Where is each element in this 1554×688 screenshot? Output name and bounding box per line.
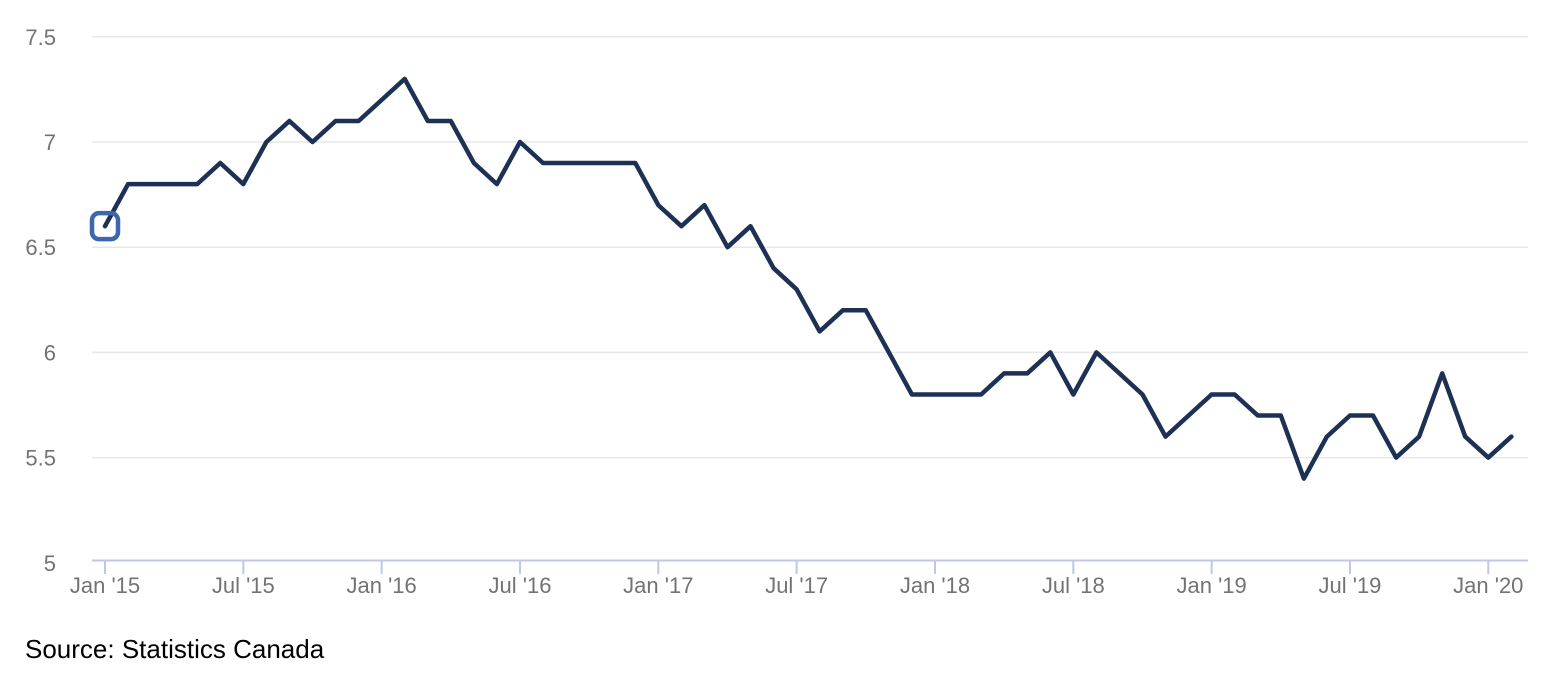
x-axis-label: Jul '17 (765, 573, 828, 598)
unemployment-rate-line (102, 76, 1514, 481)
x-axis-label: Jan '19 (1177, 573, 1247, 598)
x-axis-label: Jul '19 (1319, 573, 1382, 598)
x-axis-label: Jul '15 (212, 573, 275, 598)
x-axis-label: Jan '17 (623, 573, 693, 598)
x-axis-label: Jan '18 (900, 573, 970, 598)
source-caption: Source: Statistics Canada (25, 634, 325, 664)
y-axis-label: 5 (44, 551, 56, 576)
line-chart-svg: Jan '15 Jul '15 Jan '16 Jul '16 Jan '17 Jul '… (25, 25, 1528, 598)
x-axis-label: Jan '20 (1453, 573, 1523, 598)
first-point-marker (89, 210, 121, 242)
x-axis-label: Jul '18 (1042, 573, 1105, 598)
x-axis-label: Jan '15 (70, 573, 140, 598)
x-axis-label: Jul '16 (489, 573, 552, 598)
y-axis-label: 6 (44, 340, 56, 365)
y-axis-label: 7.5 (25, 25, 56, 50)
y-axis-label: 5.5 (25, 446, 56, 471)
y-axis-label: 7 (44, 130, 56, 155)
x-axis-label: Jan '16 (347, 573, 417, 598)
y-axis-label: 6.5 (25, 235, 56, 260)
